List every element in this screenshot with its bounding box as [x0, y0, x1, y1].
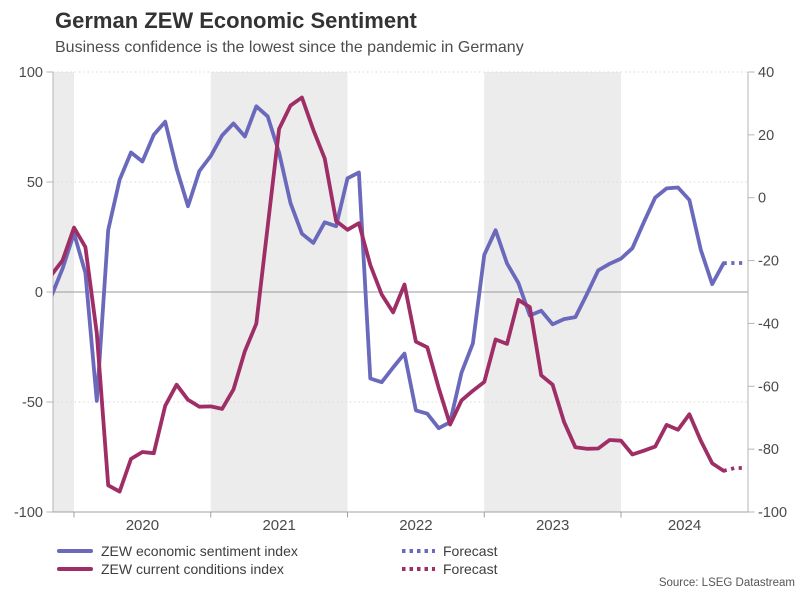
legend-label-forecast-conditions: Forecast	[443, 561, 498, 577]
chart-title: German ZEW Economic Sentiment	[55, 8, 417, 33]
right-axis-tick-label: 20	[758, 128, 774, 144]
conditions-forecast-line	[723, 466, 747, 473]
sentiment-line	[53, 104, 726, 431]
sentiment-forecast-swatch	[402, 549, 435, 553]
legend-label-sentiment: ZEW economic sentiment index	[101, 543, 298, 559]
left-axis-tick-label: 0	[35, 285, 43, 301]
legend-item-forecast-conditions: Forecast	[402, 561, 497, 577]
x-axis-year-label: 2023	[536, 517, 569, 534]
x-axis-year-label: 2020	[126, 517, 159, 534]
right-axis-tick-label: 40	[758, 65, 774, 81]
right-axis-tick-label: -60	[758, 379, 779, 395]
sentiment-line-swatch	[57, 549, 93, 553]
left-axis-tick-label: -50	[22, 395, 43, 411]
legend-item-conditions: ZEW current conditions index	[57, 561, 284, 577]
legend-label-forecast-sentiment: Forecast	[443, 543, 498, 559]
x-axis-year-label: 2021	[262, 517, 295, 534]
source-credit: Source: LSEG Datastream	[658, 577, 795, 589]
right-axis-tick-label: 0	[758, 191, 766, 207]
legend-label-conditions: ZEW current conditions index	[101, 561, 284, 577]
right-axis-tick-label: -100	[758, 505, 787, 521]
right-axis-tick-label: -40	[758, 316, 779, 332]
x-axis-year-label: 2022	[399, 517, 432, 534]
left-axis-tick-label: 100	[19, 65, 43, 81]
right-axis-tick-label: -20	[758, 254, 779, 270]
left-axis-tick-label: -100	[14, 505, 43, 521]
conditions-forecast-swatch	[402, 567, 435, 571]
x-axis-year-label: 2024	[668, 517, 701, 534]
right-axis-tick-label: -80	[758, 442, 779, 458]
chart-subtitle: Business confidence is the lowest since …	[55, 39, 524, 56]
left-axis-tick-label: 50	[27, 175, 43, 191]
legend-item-forecast-sentiment: Forecast	[402, 543, 497, 559]
conditions-line	[53, 95, 726, 494]
conditions-line-swatch	[57, 567, 93, 571]
series-group	[53, 95, 747, 494]
legend-item-sentiment: ZEW economic sentiment index	[57, 543, 298, 559]
